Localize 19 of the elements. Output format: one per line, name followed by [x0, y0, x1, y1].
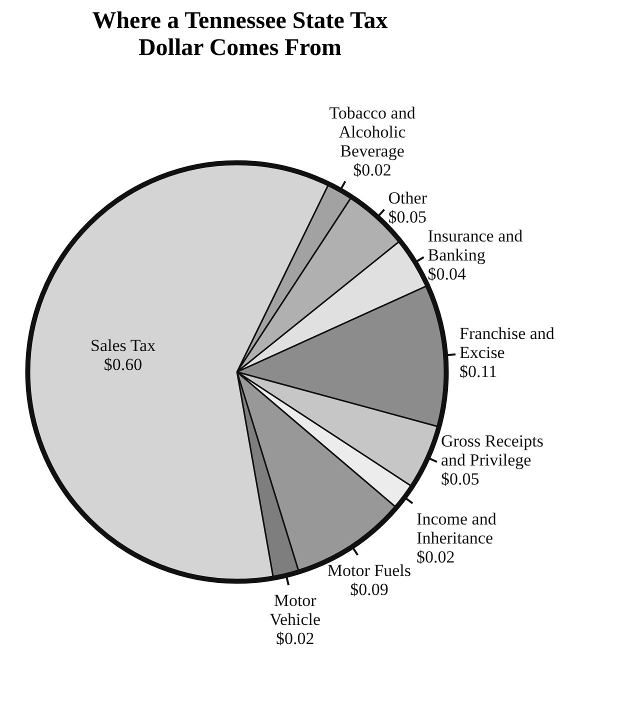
slice-label: Gross Receipts and Privilege	[440, 431, 544, 470]
slice-label: Franchise and Excise	[460, 324, 555, 362]
chart-title: Where a Tennessee State Tax Dollar Comes From	[91, 7, 389, 62]
slice-label: Insurance and Banking	[428, 226, 524, 265]
data-label: $0.02	[353, 160, 392, 180]
slice-label: Motor Vehicle	[270, 591, 321, 630]
slice-label: Motor Fuels	[327, 561, 412, 580]
slice-label: Sales Tax	[90, 336, 156, 355]
slice-label: Income and Inheritance	[416, 509, 497, 548]
data-label: $0.05	[440, 469, 480, 488]
data-label: $0.11	[460, 362, 498, 381]
data-label: $0.05	[388, 208, 427, 227]
slice-label: Tobacco and Alcoholic Beverage	[329, 103, 416, 160]
data-label: $0.04	[428, 264, 466, 284]
data-label: $0.60	[104, 354, 142, 374]
data-label: $0.02	[416, 547, 455, 566]
data-label: $0.02	[276, 629, 314, 648]
data-label: $0.09	[350, 580, 388, 600]
slice-label: Other	[388, 188, 428, 208]
